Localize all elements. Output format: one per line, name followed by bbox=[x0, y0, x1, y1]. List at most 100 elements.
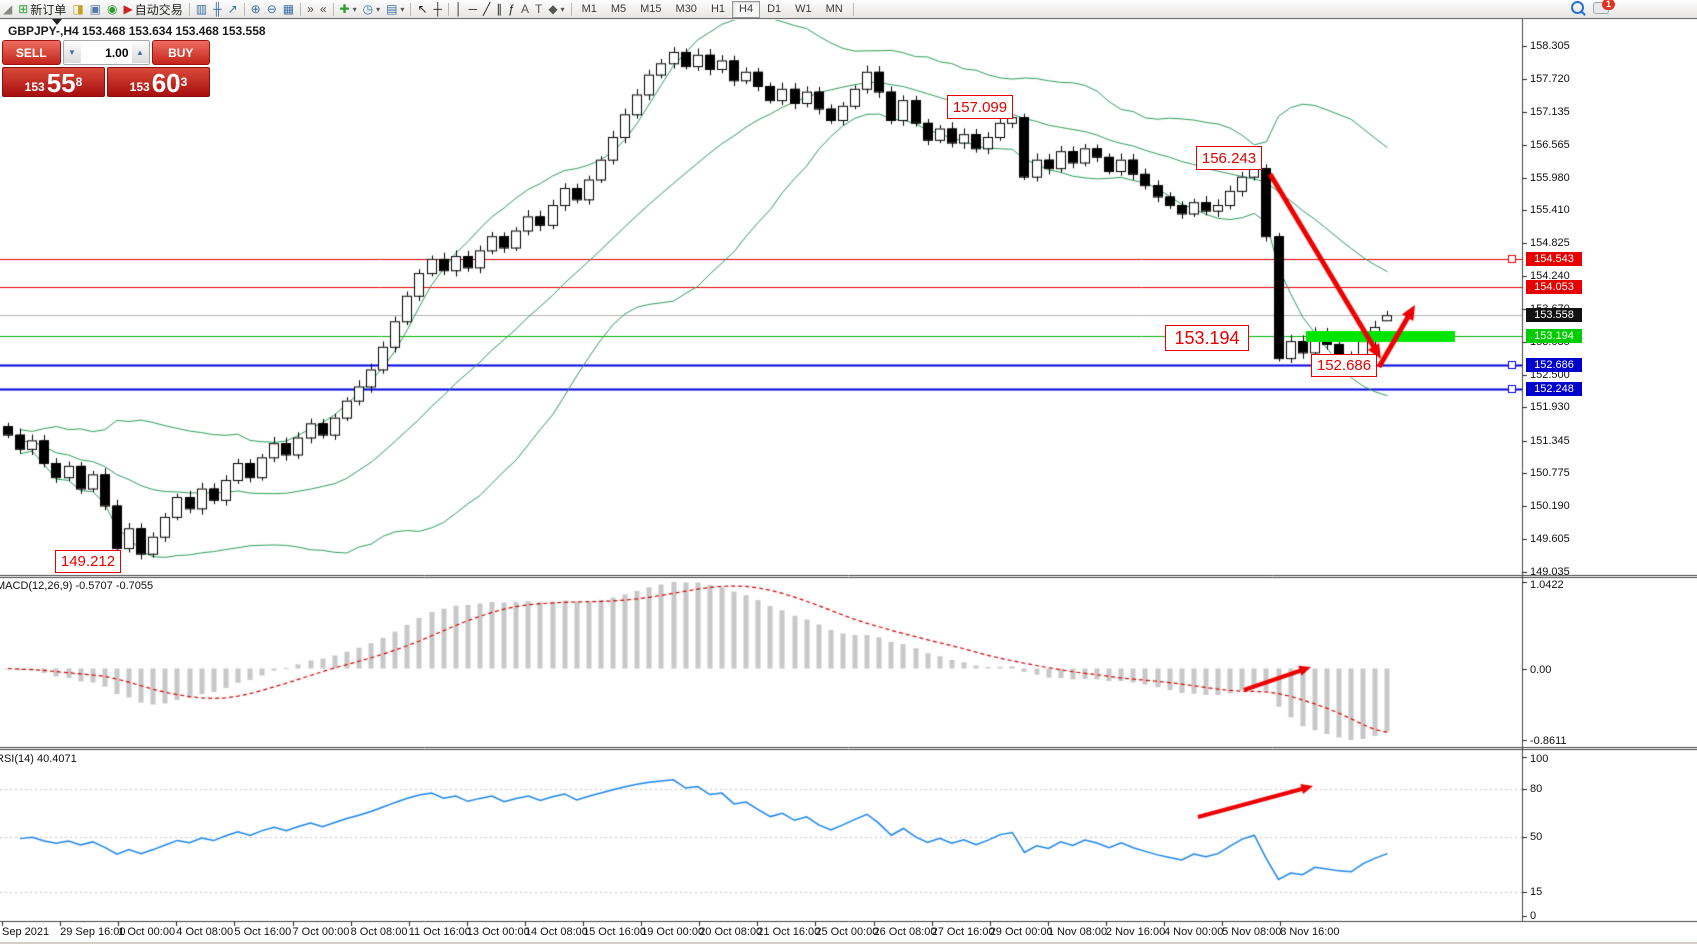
search-icon[interactable] bbox=[1571, 1, 1586, 16]
text-button[interactable]: A bbox=[518, 1, 532, 17]
price-axis-tick: 152.500 bbox=[1530, 369, 1570, 382]
zoom-out-button[interactable]: ⊖ bbox=[264, 1, 280, 17]
chevron-up-icon: ▲ bbox=[136, 48, 144, 57]
sell-price-sup: 8 bbox=[75, 75, 83, 89]
candlestick-chart-button[interactable]: ╫ bbox=[210, 1, 225, 17]
time-axis-label: 26 Oct 08:00 bbox=[873, 926, 937, 938]
toolbar-separator bbox=[332, 2, 334, 16]
chart-title: GBPJPY-,H4 153.468 153.634 153.468 153.5… bbox=[8, 24, 266, 38]
timeframe-m15-button[interactable]: M15 bbox=[640, 3, 662, 15]
time-axis-label: 27 Oct 16:00 bbox=[931, 926, 995, 938]
autotrading-button[interactable]: ▶ 自动交易 bbox=[120, 1, 185, 17]
zoom-in-button[interactable]: ⊕ bbox=[248, 1, 264, 17]
fibonacci-icon: ƒ bbox=[508, 2, 515, 16]
line-chart-button[interactable]: ↗ bbox=[225, 1, 241, 17]
annotation-157099[interactable]: 157.099 bbox=[947, 95, 1013, 119]
rsi-axis-tick: 50 bbox=[1530, 830, 1543, 843]
templates-button[interactable]: ▤ ▾ bbox=[383, 1, 407, 17]
volume-input[interactable] bbox=[80, 42, 132, 63]
trendline-icon: ╱ bbox=[483, 2, 491, 16]
chart-profile-button[interactable]: ◨ bbox=[69, 1, 86, 17]
arrows-button-caret-icon: ▾ bbox=[560, 4, 565, 14]
one-click-trading-panel: SELL ▼ ▲ BUY 153 55 8 153 60 3 bbox=[2, 40, 210, 97]
search-icon-handle bbox=[1580, 10, 1586, 16]
annotation-156243[interactable]: 156.243 bbox=[1196, 146, 1262, 170]
timeframe-m1-button[interactable]: M1 bbox=[581, 3, 597, 15]
crosshair-icon: ┼ bbox=[433, 2, 443, 16]
cursor-button[interactable]: ↖ bbox=[414, 1, 430, 17]
periods-button[interactable]: ◷ ▾ bbox=[360, 1, 384, 17]
rsi-axis-tick: 15 bbox=[1530, 886, 1543, 899]
sell-button[interactable]: SELL bbox=[2, 40, 61, 65]
main-toolbar: ◢ ⊞ 新订单 ◨ ▣ ◉ ▶ 自动交易 ▥ ╫ ↗ ⊕ ⊖ ▦» «✚ ▾ ◷ ▾ ▤ ▾ ↖ ┼ │ ─ ╱ ∥ ƒ A T ◆ ▾ M1… bbox=[0, 0, 1697, 19]
trade-prices-row: 153 55 8 153 60 3 bbox=[2, 67, 210, 97]
timeframe-m5-button[interactable]: M5 bbox=[610, 3, 627, 15]
chart-profile-icon: ◨ bbox=[72, 2, 84, 16]
indicators-icon: ✚ bbox=[339, 2, 350, 16]
signals-button[interactable]: ◉ bbox=[104, 1, 120, 17]
trade-buttons-row: SELL ▼ ▲ BUY bbox=[2, 40, 210, 65]
clipped-edge-button[interactable]: ◢ bbox=[0, 1, 15, 17]
time-axis-label: 21 Oct 16:00 bbox=[757, 926, 821, 938]
annotation-153194[interactable]: 153.194 bbox=[1165, 325, 1249, 351]
chart-shift-button[interactable]: « bbox=[317, 1, 330, 17]
sell-price-tile[interactable]: 153 55 8 bbox=[2, 67, 105, 97]
timeframe-w1-button[interactable]: W1 bbox=[795, 3, 812, 15]
timeframe-h4-button[interactable]: H4 bbox=[732, 0, 761, 18]
toolbar-separator bbox=[448, 2, 450, 16]
vertical-line-button[interactable]: │ bbox=[452, 1, 466, 17]
tile-windows-button[interactable]: ▦ bbox=[280, 1, 297, 17]
price-badge: 153.558 bbox=[1526, 308, 1582, 323]
zoom-in-icon: ⊕ bbox=[250, 2, 261, 16]
price-axis-tick: 149.605 bbox=[1530, 533, 1570, 546]
price-axis-tick: 150.190 bbox=[1530, 500, 1570, 513]
time-axis-label: 29 Oct 00:00 bbox=[989, 926, 1053, 938]
cursor-icon: ↖ bbox=[417, 2, 428, 16]
price-axis-tick: 158.305 bbox=[1530, 40, 1570, 52]
price-badge: 154.543 bbox=[1526, 252, 1582, 267]
time-axis-label: 29 Sep 16:00 bbox=[60, 926, 126, 938]
new-order-button[interactable]: ⊞ 新订单 bbox=[15, 1, 69, 17]
arrows-button[interactable]: ◆ ▾ bbox=[545, 1, 567, 17]
chart-drag-marker[interactable] bbox=[52, 19, 62, 25]
time-axis-label: 13 Oct 00:00 bbox=[466, 926, 530, 938]
fibonacci-button[interactable]: ƒ bbox=[505, 1, 518, 17]
horizontal-line-button[interactable]: ─ bbox=[466, 1, 481, 17]
indicators-button-caret-icon: ▾ bbox=[352, 4, 357, 14]
templates-icon: ▤ bbox=[386, 2, 398, 16]
text-label-button[interactable]: T bbox=[532, 1, 545, 17]
price-axis-tick: 157.135 bbox=[1530, 106, 1570, 119]
candlestick-chart-icon: ╫ bbox=[213, 2, 222, 16]
crosshair-button[interactable]: ┼ bbox=[431, 1, 446, 17]
auto-scroll-button[interactable]: » bbox=[304, 1, 317, 17]
equidistant-channel-button[interactable]: ∥ bbox=[493, 1, 505, 17]
autotrading-icon: ▶ bbox=[123, 2, 133, 16]
volume-decrease-button[interactable]: ▼ bbox=[63, 42, 81, 63]
terminal-button[interactable]: ▣ bbox=[87, 1, 104, 17]
toolbar-separator bbox=[300, 2, 302, 16]
timeframe-h1-button[interactable]: H1 bbox=[710, 3, 725, 15]
arrows-icon: ◆ bbox=[548, 2, 558, 16]
bar-chart-button[interactable]: ▥ bbox=[193, 1, 210, 17]
timeframe-m30-button[interactable]: M30 bbox=[675, 3, 697, 15]
macd-axis-tick: 1.0422 bbox=[1530, 579, 1564, 591]
macd-indicator-label: MACD(12,26,9) -0.5707 -0.7055 bbox=[0, 580, 154, 592]
volume-increase-button[interactable]: ▲ bbox=[131, 42, 149, 63]
annotation-149212[interactable]: 149.212 bbox=[55, 550, 121, 573]
timeframe-d1-button[interactable]: D1 bbox=[767, 3, 782, 15]
rsi-axis-tick: 0 bbox=[1530, 910, 1537, 922]
indicators-button[interactable]: ✚ ▾ bbox=[337, 1, 360, 17]
timeframe-mn-button[interactable]: MN bbox=[825, 3, 843, 15]
annotation-152686[interactable]: 152.686 bbox=[1311, 354, 1377, 377]
macd-axis-tick: -0.8611 bbox=[1530, 734, 1567, 747]
trendline-button[interactable]: ╱ bbox=[480, 1, 493, 17]
time-axis-label: Sep 2021 bbox=[2, 926, 50, 938]
buy-price-tile[interactable]: 153 60 3 bbox=[107, 67, 210, 97]
clipped-icon: ◢ bbox=[3, 2, 13, 16]
toolbar-right: 1 bbox=[1571, 0, 1615, 16]
chat-icon[interactable]: 1 bbox=[1593, 0, 1615, 14]
price-axis-tick: 154.825 bbox=[1530, 237, 1570, 250]
buy-button[interactable]: BUY bbox=[151, 40, 210, 65]
